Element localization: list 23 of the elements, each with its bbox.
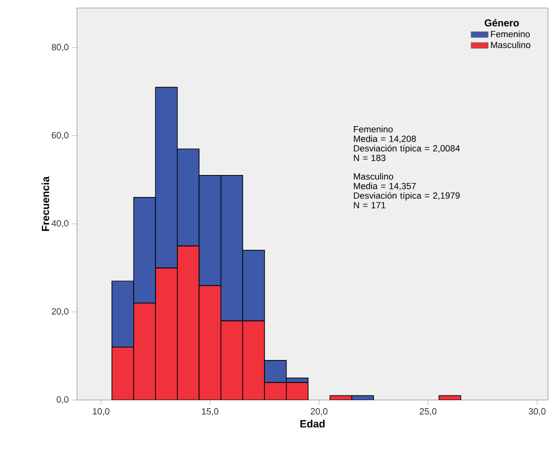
annotation: N = 171 — [354, 202, 386, 208]
x-tick-label: 20,0 — [310, 408, 328, 416]
x-tick-label: 10,0 — [92, 408, 110, 416]
y-tick-label: 40,0 — [52, 220, 68, 228]
y-tick-label: 0,0 — [56, 396, 68, 404]
y-tick-label: 20,0 — [52, 308, 68, 316]
annotation: Desviación típica = 2,1979 — [354, 192, 460, 201]
x-tick-label: 15,0 — [202, 408, 218, 416]
annotation: N = 183 — [354, 154, 386, 162]
legend-title: Género — [484, 19, 519, 26]
legend-label: Femenino — [491, 30, 530, 38]
x-axis-title: Edad — [300, 420, 325, 428]
annotation: Media = 14,208 — [354, 135, 416, 144]
x-tick-label: 30,0 — [528, 408, 546, 416]
y-tick-label: 60,0 — [52, 132, 68, 140]
y-axis-title: Frecuencia — [42, 176, 50, 231]
annotation: Desviación típica = 2,0084 — [354, 144, 460, 154]
legend-label: Masculino — [491, 41, 530, 48]
x-tick-label: 25,0 — [420, 408, 436, 416]
annotation: Masculino — [354, 173, 394, 180]
annotation: Femenino — [354, 126, 393, 132]
y-tick-label: 80,0 — [52, 44, 68, 52]
annotation: Media = 14,357 — [354, 182, 416, 190]
